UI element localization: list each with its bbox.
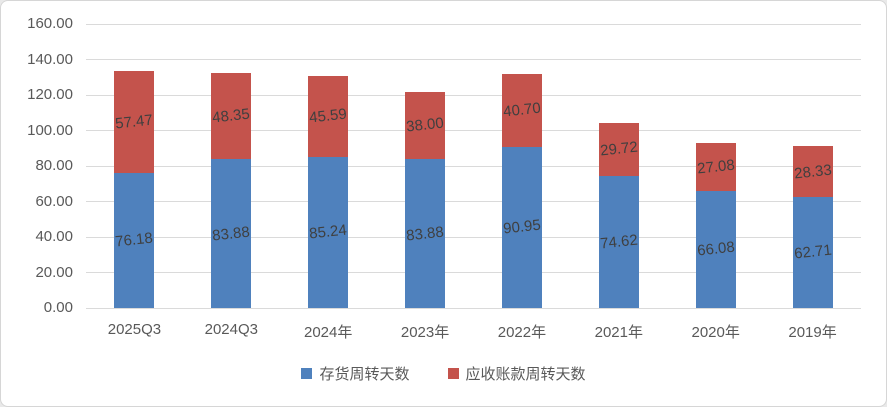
bar-segment-inventory bbox=[405, 159, 446, 308]
data-label: 27.08 bbox=[696, 156, 736, 178]
bar-segment-inventory bbox=[308, 156, 349, 308]
data-label: 74.62 bbox=[599, 231, 639, 253]
data-label: 57.47 bbox=[114, 111, 154, 133]
y-tick-label: 140.00 bbox=[27, 50, 73, 68]
y-tick-label: 160.00 bbox=[27, 15, 73, 32]
legend-item: 应收账款周转天数 bbox=[447, 363, 586, 384]
bar-segment-inventory bbox=[501, 146, 542, 308]
gridline bbox=[86, 307, 861, 309]
legend-label: 应收账款周转天数 bbox=[465, 366, 586, 383]
x-tick-label: 2021年 bbox=[594, 324, 643, 341]
x-tick-label: 2024Q3 bbox=[204, 321, 259, 338]
bar-segment-inventory bbox=[598, 175, 639, 308]
x-tick-label: 2019年 bbox=[788, 324, 837, 341]
x-tick-label: 2023年 bbox=[400, 324, 450, 341]
y-tick-label: 0.00 bbox=[43, 299, 73, 316]
y-tick-label: 20.00 bbox=[35, 263, 73, 281]
bar-segment-receivable bbox=[114, 70, 155, 173]
x-tick-label: 2022年 bbox=[497, 324, 547, 341]
legend-swatch-icon bbox=[447, 368, 459, 379]
bar-segment-inventory bbox=[695, 190, 736, 308]
gridline bbox=[86, 165, 861, 167]
bar-segment-receivable bbox=[308, 75, 349, 157]
bar-segment-receivable bbox=[792, 146, 833, 197]
x-tick-label: 2020年 bbox=[691, 324, 740, 341]
gridline bbox=[86, 272, 861, 273]
plot-area: 76.18 57.47 83.88 48.35 85.24 45.59 83.88 38.00… bbox=[86, 23, 861, 309]
y-tick-label: 60.00 bbox=[35, 192, 73, 210]
y-tick-label: 80.00 bbox=[35, 157, 73, 174]
bar-segment-receivable bbox=[695, 142, 736, 191]
gridline bbox=[86, 201, 861, 202]
legend-item: 存货周转天数 bbox=[301, 363, 410, 384]
y-axis: 0.00 20.00 40.00 60.00 80.00 100.00 120.00 140.… bbox=[1, 15, 73, 316]
gridline bbox=[86, 23, 861, 25]
data-label: 28.33 bbox=[793, 161, 833, 182]
gridline bbox=[86, 94, 861, 96]
bar-segment-inventory bbox=[792, 196, 833, 308]
bar-segment-receivable bbox=[405, 91, 446, 160]
bar-segment-receivable bbox=[598, 122, 639, 176]
y-tick-label: 120.00 bbox=[27, 86, 73, 103]
gridline bbox=[86, 236, 861, 238]
data-label: 83.88 bbox=[211, 223, 251, 244]
y-tick-label: 100.00 bbox=[27, 121, 73, 139]
legend-swatch-icon bbox=[301, 368, 313, 379]
data-label: 83.88 bbox=[405, 223, 445, 244]
bar-segment-inventory bbox=[211, 159, 252, 308]
legend: 存货周转天数 应收账款周转天数 bbox=[1, 363, 886, 384]
bar-segment-inventory bbox=[114, 172, 155, 308]
gridline bbox=[86, 130, 861, 131]
bar-segment-receivable bbox=[501, 74, 542, 147]
x-tick-label: 2024年 bbox=[304, 324, 353, 341]
x-tick-label: 2025Q3 bbox=[107, 321, 162, 338]
x-axis: 2025Q3 2024Q3 2024年 2023年 2022年 2021年 2020年 201… bbox=[86, 321, 861, 341]
legend-label: 存货周转天数 bbox=[319, 366, 410, 383]
gridline bbox=[86, 59, 861, 60]
y-tick-label: 40.00 bbox=[35, 228, 73, 245]
bar-segment-receivable bbox=[211, 73, 252, 160]
